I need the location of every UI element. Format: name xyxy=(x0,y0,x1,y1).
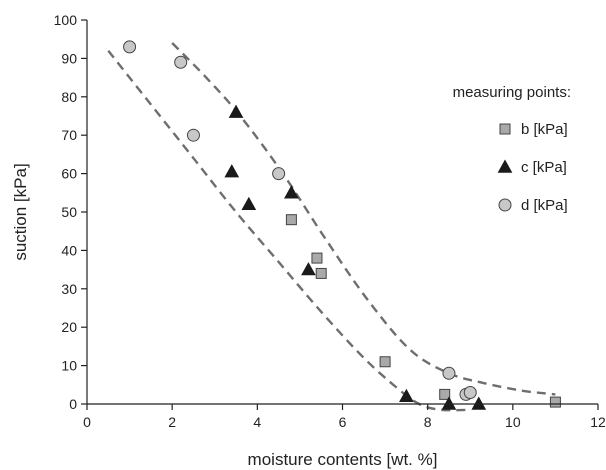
x-tick-label: 8 xyxy=(424,414,432,430)
legend-label: b [kPa] xyxy=(521,121,568,138)
legend-item: b [kPa] xyxy=(499,121,568,138)
y-tick-label: 50 xyxy=(61,204,77,220)
y-tick-label: 0 xyxy=(69,396,77,412)
y-tick-label: 100 xyxy=(54,12,78,28)
x-tick-label: 12 xyxy=(590,414,606,430)
data-points xyxy=(123,40,561,410)
data-point-circle xyxy=(442,366,456,380)
y-tick-label: 10 xyxy=(61,358,77,374)
y-tick-label: 40 xyxy=(61,242,77,258)
data-point-square xyxy=(439,388,451,400)
x-tick-label: 4 xyxy=(253,414,261,430)
series-triangle xyxy=(224,104,487,410)
data-point-triangle xyxy=(301,262,316,276)
data-point-triangle xyxy=(228,104,244,118)
boundary-curves xyxy=(107,42,556,412)
y-axis-title: suction [kPa] xyxy=(11,163,30,260)
series-square xyxy=(285,214,561,408)
y-tick-label: 30 xyxy=(61,281,77,297)
axes: 0 10 20 30 40 50 60 70 80 90 100 0 2 4 6 8 10 12 xyxy=(54,12,606,430)
x-tick-label: 6 xyxy=(339,414,347,430)
x-tick-label: 0 xyxy=(83,414,91,430)
y-tick-label: 20 xyxy=(61,319,77,335)
legend-item: c [kPa] xyxy=(497,159,567,176)
data-point-triangle xyxy=(399,388,414,403)
data-point-circle xyxy=(174,55,188,69)
y-tick-label: 60 xyxy=(61,166,77,182)
data-point-triangle xyxy=(284,185,299,199)
legend-title: measuring points: xyxy=(453,84,571,101)
y-tick-label: 80 xyxy=(61,89,77,105)
lower-bound-curve xyxy=(107,49,471,412)
data-point-triangle xyxy=(441,396,457,410)
data-point-circle xyxy=(186,128,200,142)
series-circle xyxy=(123,40,477,401)
data-point-circle xyxy=(272,167,286,181)
data-point-square xyxy=(285,214,297,226)
data-point-square xyxy=(379,356,391,368)
x-tick-label: 10 xyxy=(505,414,521,430)
data-point-triangle xyxy=(224,164,240,178)
data-point-square xyxy=(311,252,323,264)
data-point-circle xyxy=(123,40,137,54)
legend-marker-circle xyxy=(498,198,512,212)
data-point-triangle xyxy=(471,396,487,410)
legend-label: d [kPa] xyxy=(521,197,568,214)
data-point-circle xyxy=(463,385,477,399)
y-tick-label: 90 xyxy=(61,50,77,66)
data-point-square xyxy=(549,396,561,408)
x-axis-title: moisture contents [wt. %] xyxy=(248,450,438,469)
legend: measuring points: b [kPa] c [kPa] d [kPa] xyxy=(453,84,571,214)
y-tick-label: 70 xyxy=(61,127,77,143)
legend-label: c [kPa] xyxy=(521,159,567,176)
legend-marker-square xyxy=(499,123,511,135)
x-tick-label: 2 xyxy=(168,414,176,430)
legend-item: d [kPa] xyxy=(498,197,568,214)
data-point-triangle xyxy=(241,196,257,211)
data-point-square xyxy=(315,267,327,279)
legend-marker-triangle xyxy=(497,159,513,173)
